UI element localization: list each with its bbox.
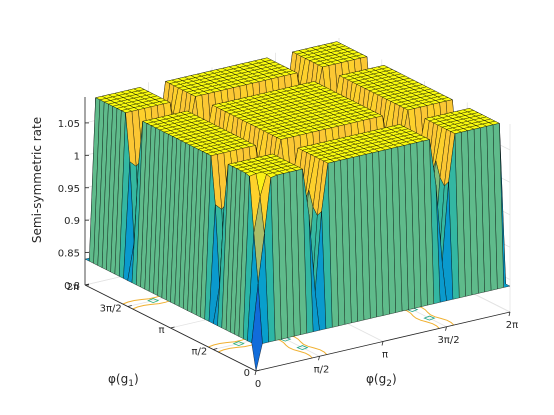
y-tick-mark-1: [318, 356, 320, 361]
x-tick-mark-2: [170, 326, 175, 329]
x-tick-label-1: π/2: [191, 347, 207, 358]
x-axis-label-main: φ(g: [108, 372, 128, 386]
y-tick-label-3: 3π/2: [437, 335, 459, 346]
y-tick-mark-3: [445, 326, 447, 331]
x-tick-mark-1: [213, 348, 218, 350]
x-tick-label-0: 0: [244, 368, 250, 379]
surface-patch-0-0: [251, 283, 263, 372]
y-tick-label-0: 0: [255, 379, 261, 390]
y-axis-label-close: ): [392, 372, 397, 386]
contour-diamond-x-1-1: [147, 298, 160, 304]
z-tick-label-2: 0.9: [64, 216, 80, 227]
x-axis-label-close: ): [134, 372, 139, 386]
x-tick-mark-3: [127, 305, 132, 307]
surface-plot: [84, 41, 511, 372]
y-tick-labels: 0 π/2 π 3π/2 2π: [254, 311, 518, 390]
x-tick-label-4: 2π: [67, 282, 79, 293]
x-tick-label-2: π: [158, 325, 164, 336]
x-tick-labels: 0 π/2 π 3π/2 2π: [67, 282, 261, 379]
y-tick-mark-0: [254, 370, 257, 376]
x-tick-label-3: 3π/2: [100, 304, 122, 315]
x-axis-label-sub: 1: [128, 379, 134, 389]
x-tick-mark-0: [255, 369, 261, 372]
y-tick-label-4: 2π: [506, 320, 518, 331]
y-axis-label: φ(g2): [366, 372, 397, 389]
y-tick-mark-2: [381, 341, 384, 346]
z-tick-label-3: 0.95: [58, 184, 80, 195]
z-tick-label-4: 1: [74, 151, 80, 162]
z-tick-label-5: 1.05: [58, 119, 80, 130]
y-tick-label-1: π/2: [314, 364, 330, 375]
y-tick-label-2: π: [382, 350, 388, 361]
contour-diamond-x-0-1: [232, 341, 245, 347]
z-tick-label-1: 0.85: [58, 249, 80, 260]
y-axis-label-sub: 2: [386, 379, 392, 389]
y-axis-label-main: φ(g: [366, 372, 386, 386]
y-tick-mark-4: [508, 311, 511, 317]
contour-diamond-y-0-1: [296, 345, 309, 351]
z-axis-label: Semi-symmetric rate: [30, 117, 44, 243]
z-tick-label-0: 0.8: [64, 281, 80, 292]
contour-diamond-y-1-1: [423, 315, 436, 321]
z-tick-labels: 0.8 0.85 0.9 0.95 1 1.05: [58, 119, 89, 292]
x-axis-label: φ(g1): [108, 372, 139, 389]
